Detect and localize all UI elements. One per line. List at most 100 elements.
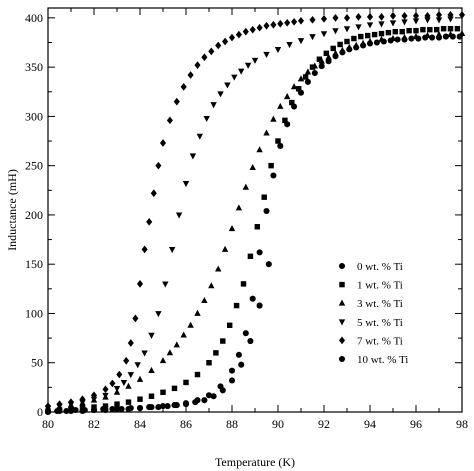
data-point-series-2 xyxy=(256,146,263,153)
data-point-series-2 xyxy=(194,309,201,316)
data-point-series-0 xyxy=(242,330,249,337)
data-point-series-4 xyxy=(56,400,63,408)
data-point-series-1 xyxy=(268,162,274,169)
data-point-series-5 xyxy=(228,377,236,384)
data-point-series-0 xyxy=(318,63,325,70)
data-point-series-1 xyxy=(114,401,120,407)
data-point-series-4 xyxy=(146,217,153,226)
data-point-series-1 xyxy=(194,371,201,378)
data-point-series-5 xyxy=(100,406,107,413)
data-point-series-3 xyxy=(274,46,282,54)
data-point-series-5 xyxy=(63,407,70,415)
legend-marker xyxy=(338,299,346,306)
data-point-series-1 xyxy=(420,26,426,33)
data-point-series-3 xyxy=(141,350,148,357)
data-point-series-1 xyxy=(413,27,419,34)
data-point-series-3 xyxy=(435,17,443,24)
data-point-series-3 xyxy=(238,68,245,75)
data-point-series-2 xyxy=(389,34,397,41)
data-point-series-0 xyxy=(325,58,332,65)
x-tick-label: 92 xyxy=(318,417,330,431)
y-tick-label: 250 xyxy=(25,159,43,173)
data-point-series-0 xyxy=(442,33,449,40)
y-tick-label: 300 xyxy=(25,109,43,123)
data-point-series-3 xyxy=(251,57,259,64)
y-tick-label: 0 xyxy=(37,405,43,419)
data-point-series-4 xyxy=(116,370,123,379)
data-point-series-4 xyxy=(194,61,201,69)
data-point-series-1 xyxy=(406,27,412,34)
data-point-series-2 xyxy=(284,93,291,100)
data-point-series-3 xyxy=(102,392,109,399)
data-point-series-3 xyxy=(412,18,420,25)
y-tick-label: 350 xyxy=(25,60,43,74)
x-tick-label: 82 xyxy=(88,417,100,431)
data-point-series-1 xyxy=(392,28,399,35)
data-point-series-2 xyxy=(332,49,339,56)
data-point-series-2 xyxy=(359,39,367,46)
data-point-series-0 xyxy=(159,403,167,410)
data-point-series-5 xyxy=(118,406,125,413)
data-point-series-0 xyxy=(228,367,236,374)
data-point-series-3 xyxy=(366,22,374,29)
data-point-series-2 xyxy=(346,43,353,50)
data-point-series-2 xyxy=(270,115,277,122)
data-point-series-1 xyxy=(183,379,189,386)
data-point-series-1 xyxy=(302,74,309,80)
legend-marker xyxy=(339,281,345,288)
x-tick-label: 94 xyxy=(364,417,376,431)
data-point-series-3 xyxy=(231,74,238,81)
data-point-series-3 xyxy=(210,102,217,109)
data-point-series-2 xyxy=(180,331,187,338)
data-point-series-2 xyxy=(311,62,318,69)
data-point-series-4 xyxy=(90,391,98,400)
legend-marker xyxy=(338,355,346,363)
data-point-series-5 xyxy=(210,393,217,400)
data-point-series-1 xyxy=(137,396,143,402)
data-point-series-4 xyxy=(235,30,242,39)
data-point-series-4 xyxy=(366,13,374,21)
data-point-series-5 xyxy=(155,404,162,411)
data-point-series-2 xyxy=(148,366,155,374)
data-point-series-4 xyxy=(263,21,270,30)
data-point-series-1 xyxy=(358,33,364,40)
data-point-series-4 xyxy=(401,12,408,20)
data-point-series-4 xyxy=(270,20,277,29)
data-point-series-5 xyxy=(54,407,61,415)
y-tick-label: 100 xyxy=(25,306,43,320)
data-point-series-3 xyxy=(297,38,305,45)
y-axis-label: Inductance (mH) xyxy=(5,169,19,251)
data-point-series-3 xyxy=(343,26,351,33)
data-point-series-1 xyxy=(213,350,219,356)
data-point-series-3 xyxy=(378,21,385,28)
data-point-series-1 xyxy=(351,35,357,42)
data-point-series-2 xyxy=(208,282,215,289)
data-point-series-3 xyxy=(90,396,98,403)
data-point-series-1 xyxy=(371,31,378,38)
data-point-series-2 xyxy=(366,37,374,44)
data-point-series-4 xyxy=(215,41,222,50)
data-point-series-5 xyxy=(256,302,263,309)
x-tick-label: 98 xyxy=(456,417,468,431)
data-point-series-0 xyxy=(304,78,311,85)
data-point-series-4 xyxy=(127,339,134,347)
data-point-series-1 xyxy=(295,86,302,92)
data-point-series-5 xyxy=(219,387,226,394)
x-tick-label: 88 xyxy=(226,417,238,431)
data-point-series-5 xyxy=(192,399,199,406)
data-point-series-0 xyxy=(408,35,415,42)
data-point-series-2 xyxy=(325,53,332,60)
data-point-series-2 xyxy=(249,163,256,171)
legend-marker xyxy=(338,336,346,345)
data-point-series-4 xyxy=(180,82,187,91)
data-point-series-2 xyxy=(136,375,144,382)
data-point-series-4 xyxy=(159,139,167,147)
data-point-series-1 xyxy=(433,26,440,33)
data-point-series-2 xyxy=(166,349,174,356)
x-tick-label: 96 xyxy=(410,417,422,431)
data-point-series-3 xyxy=(320,31,328,38)
data-point-series-0 xyxy=(373,39,380,46)
data-point-series-1 xyxy=(247,253,254,260)
data-point-series-5 xyxy=(247,338,254,345)
